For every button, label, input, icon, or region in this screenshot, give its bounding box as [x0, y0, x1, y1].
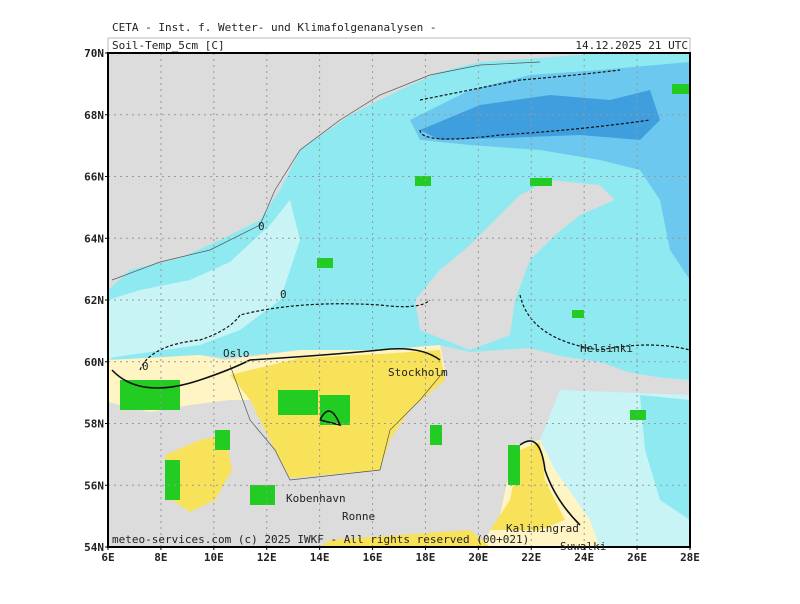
parameter: Soil-Temp_5cm [C]	[112, 39, 225, 52]
lat-label: 56N	[84, 479, 104, 492]
lon-label: 6E	[101, 551, 114, 564]
place-label: Suwalki	[560, 540, 606, 553]
contour-label: 0	[142, 360, 149, 373]
lat-label: 66N	[84, 171, 104, 184]
land-denmark	[165, 435, 232, 512]
contour-dashed	[139, 69, 690, 371]
valid-time: 14.12.2025 21 UTC	[575, 39, 688, 52]
header-title: CETA - Inst. f. Wetter- und Klimafolgena…	[112, 21, 437, 34]
lon-label: 26E	[627, 551, 647, 564]
place-label: Helsinki	[580, 342, 633, 355]
place-label: Ronne	[342, 510, 375, 523]
place-label: Stockholm	[388, 366, 448, 379]
lon-label: 8E	[154, 551, 167, 564]
lon-label: 14E	[310, 551, 330, 564]
coastline	[111, 61, 541, 481]
place-label: Kaliningrad	[506, 522, 579, 535]
lon-label: 16E	[363, 551, 383, 564]
gulf-of-bothnia	[415, 180, 615, 350]
contour-label: 0	[258, 220, 265, 233]
lon-label: 28E	[680, 551, 700, 564]
gulf-of-finland	[450, 352, 690, 395]
contour-label: 0	[280, 288, 287, 301]
lat-label: 62N	[84, 294, 104, 307]
lat-label: 64N	[84, 232, 104, 245]
lon-label: 12E	[257, 551, 277, 564]
coastal-cells	[120, 84, 690, 505]
map: 0 0 0 Oslo Stockholm Helsinki Kobenhavn …	[107, 52, 691, 553]
place-label: Oslo	[223, 347, 250, 360]
lat-label: 68N	[84, 109, 104, 122]
land-poland	[320, 530, 490, 547]
lat-label: 54N	[84, 541, 104, 554]
land-light-cyan	[108, 200, 300, 358]
footer: meteo-services.com (c) 2025 IWKF - All r…	[112, 533, 529, 546]
land-kaliningrad	[490, 442, 565, 530]
land-baltics-cyan	[640, 395, 690, 520]
lon-label: 22E	[521, 551, 541, 564]
lat-label: 60N	[84, 356, 104, 369]
lon-label: 18E	[416, 551, 436, 564]
lat-label: 70N	[84, 47, 104, 60]
contour-zero	[111, 347, 581, 526]
lat-label: 58N	[84, 418, 104, 431]
lon-label: 20E	[468, 551, 488, 564]
lon-label: 10E	[204, 551, 224, 564]
lon-label: 24E	[574, 551, 594, 564]
grid	[108, 53, 690, 547]
place-label: Kobenhavn	[286, 492, 346, 505]
